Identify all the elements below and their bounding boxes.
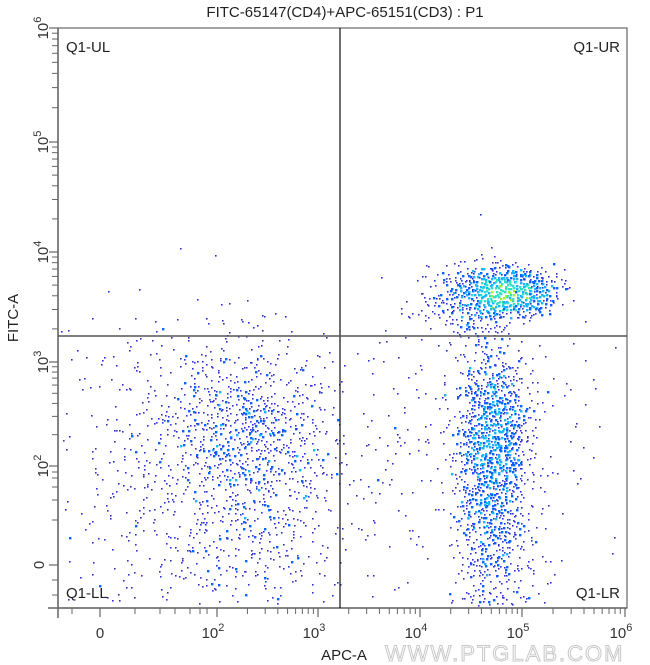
svg-text:103: 103 [32, 351, 52, 374]
svg-text:102: 102 [32, 455, 52, 478]
svg-text:102: 102 [202, 622, 225, 642]
svg-text:104: 104 [32, 241, 52, 264]
svg-text:106: 106 [32, 17, 52, 40]
event-dots [61, 214, 617, 607]
quadrant-gate [58, 28, 627, 608]
chart-title: FITC-65147(CD4)+APC-65151(CD3) : P1 [206, 4, 484, 21]
quadrant-label-lr: Q1-LR [576, 585, 620, 602]
plot-frame [48, 27, 628, 618]
quadrant-label-ur: Q1-UR [573, 39, 620, 56]
svg-text:103: 103 [303, 622, 326, 642]
svg-text:0: 0 [31, 561, 48, 569]
svg-text:105: 105 [32, 131, 52, 154]
watermark: WWW.PTGLAB.COM [385, 641, 624, 665]
svg-text:104: 104 [405, 622, 428, 642]
y-axis-title: FITC-A [5, 294, 22, 342]
quadrant-label-ul: Q1-UL [66, 39, 110, 56]
x-axis-title: APC-A [321, 647, 367, 664]
x-axis: 0 102 103 104 105 106 [71, 608, 633, 642]
svg-text:106: 106 [610, 622, 633, 642]
quadrant-label-ll: Q1-LL [66, 585, 108, 602]
y-axis: 0 102 103 104 105 106 [31, 17, 58, 596]
svg-text:0: 0 [96, 625, 104, 642]
svg-text:105: 105 [507, 622, 530, 642]
